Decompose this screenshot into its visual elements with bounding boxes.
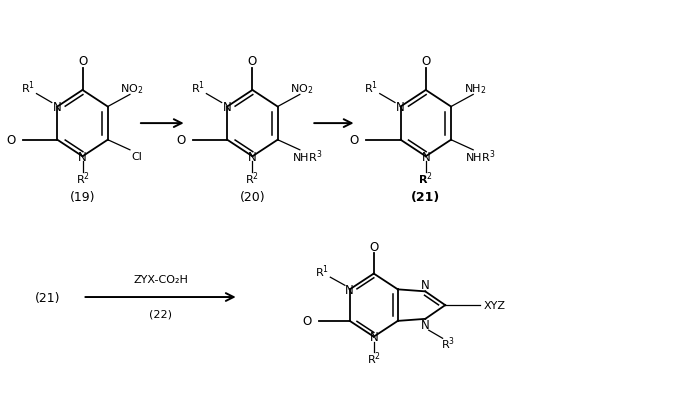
Text: R$^2$: R$^2$ (245, 170, 259, 186)
Text: O: O (302, 315, 311, 328)
Text: O: O (350, 134, 359, 147)
Text: R$^1$: R$^1$ (364, 80, 378, 96)
Text: R$^2$: R$^2$ (367, 350, 381, 366)
Text: O: O (247, 55, 257, 68)
Text: N: N (53, 101, 62, 114)
Text: (21): (21) (411, 191, 440, 204)
Text: (21): (21) (35, 291, 61, 304)
Text: (20): (20) (240, 191, 265, 204)
Text: N: N (248, 151, 257, 163)
Text: O: O (6, 134, 15, 147)
Text: N: N (78, 151, 87, 163)
Text: XYZ: XYZ (484, 300, 506, 310)
Text: R$^3$: R$^3$ (441, 335, 455, 352)
Text: N: N (421, 319, 430, 332)
Text: N: N (421, 151, 430, 163)
Text: N: N (421, 279, 430, 292)
Text: R$^1$: R$^1$ (315, 263, 329, 279)
Text: (19): (19) (70, 191, 95, 204)
Text: R$^1$: R$^1$ (191, 80, 205, 96)
Text: NH$_2$: NH$_2$ (464, 82, 487, 96)
Text: (22): (22) (149, 308, 172, 319)
Text: ZYX-CO₂H: ZYX-CO₂H (133, 274, 188, 284)
Text: O: O (369, 240, 378, 253)
Text: O: O (421, 55, 431, 68)
Text: O: O (78, 55, 87, 68)
Text: N: N (369, 330, 378, 343)
Text: O: O (176, 134, 185, 147)
Text: NO$_2$: NO$_2$ (290, 82, 314, 96)
Text: NHR$^3$: NHR$^3$ (465, 148, 496, 165)
Text: Cl: Cl (131, 151, 143, 162)
Text: R$^1$: R$^1$ (21, 80, 35, 96)
Text: N: N (345, 283, 354, 296)
Text: NO$_2$: NO$_2$ (120, 82, 144, 96)
Text: R$^2$: R$^2$ (419, 170, 433, 186)
Text: R$^2$: R$^2$ (75, 170, 89, 186)
Text: NHR$^3$: NHR$^3$ (291, 148, 322, 165)
Text: N: N (396, 101, 405, 114)
Text: N: N (223, 101, 231, 114)
